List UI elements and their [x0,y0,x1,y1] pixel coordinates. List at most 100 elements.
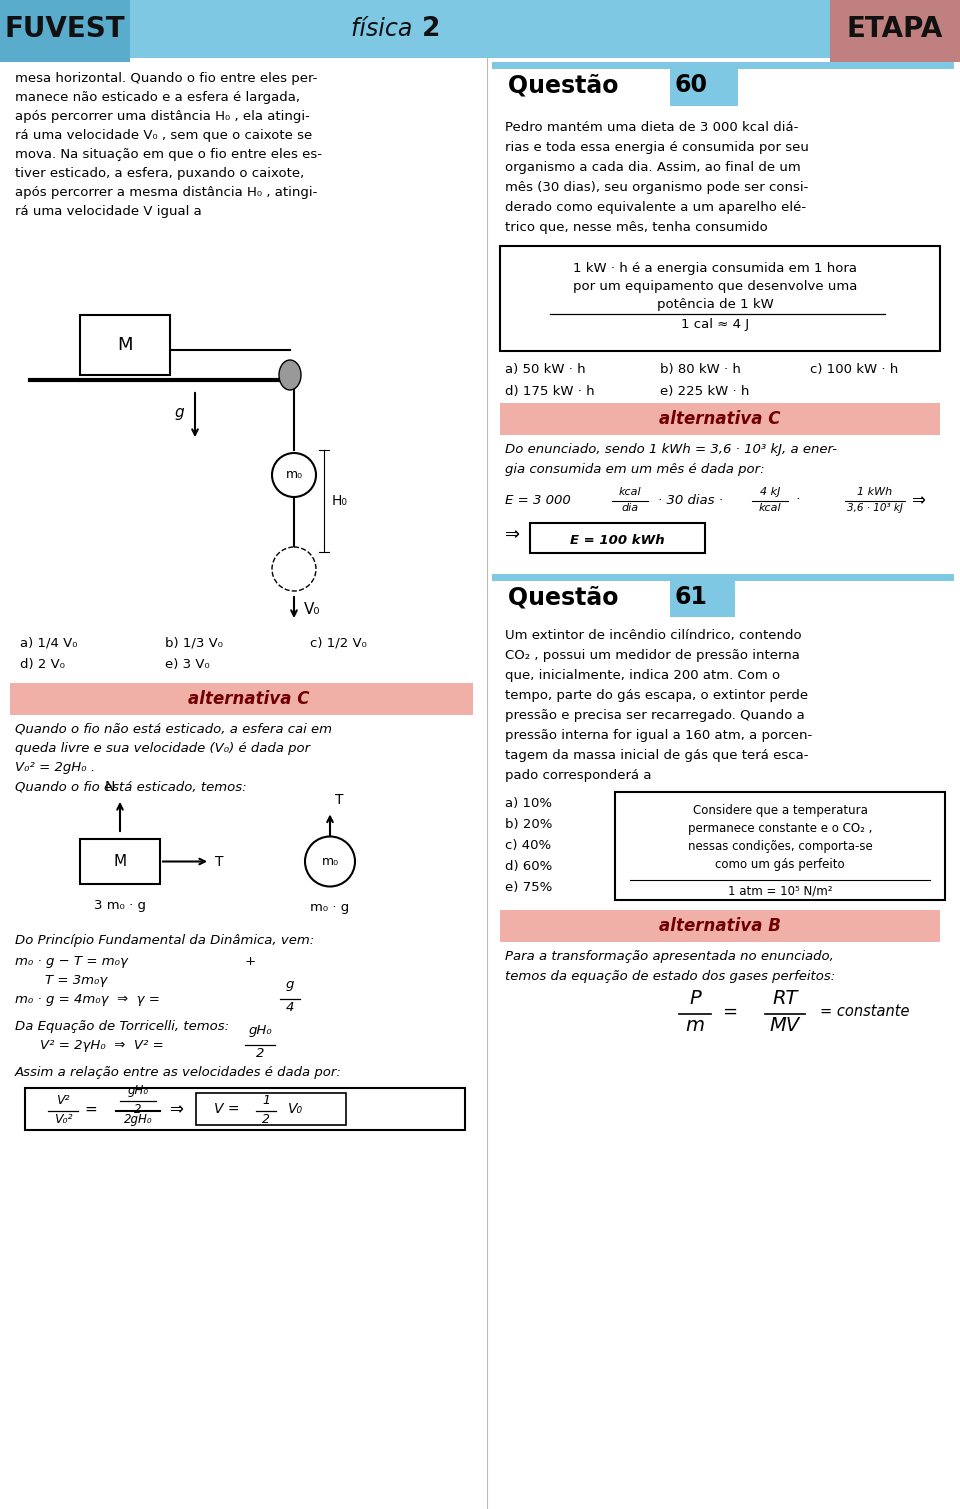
Text: 1 atm = 10⁵ N/m²: 1 atm = 10⁵ N/m² [728,884,832,896]
Text: H₀: H₀ [332,493,348,509]
Text: c) 100 kW · h: c) 100 kW · h [810,364,899,376]
Bar [670,68,738,106]
Text: a) 10%: a) 10% [505,797,552,810]
Text: d) 2 V₀: d) 2 V₀ [20,658,65,672]
Text: V =: V = [214,1102,239,1117]
Text: 2gH₀: 2gH₀ [124,1114,153,1126]
Text: e) 75%: e) 75% [505,881,552,893]
Text: Assim a relação entre as velocidades é dada por:: Assim a relação entre as velocidades é d… [15,1065,342,1079]
Text: RT: RT [772,988,798,1008]
Text: gH₀: gH₀ [128,1083,149,1097]
Text: permanece constante e o CO₂ ,: permanece constante e o CO₂ , [687,822,873,834]
Text: E = 3 000: E = 3 000 [505,493,571,507]
Text: 3 m₀ · g: 3 m₀ · g [94,899,146,911]
Text: após percorrer uma distância H₀ , ela atingi-: após percorrer uma distância H₀ , ela at… [15,110,310,124]
Text: 1 kWh: 1 kWh [857,487,893,496]
Text: gH₀: gH₀ [248,1025,272,1037]
Text: e) 3 V₀: e) 3 V₀ [165,658,209,672]
Text: a) 50 kW · h: a) 50 kW · h [505,364,586,376]
Text: T: T [335,792,344,806]
Text: c) 40%: c) 40% [505,839,551,853]
Text: rá uma velocidade V igual a: rá uma velocidade V igual a [15,205,202,217]
Bar [10,684,473,715]
Text: que, inicialmente, indica 200 atm. Com o: que, inicialmente, indica 200 atm. Com o [505,668,780,682]
Text: 2: 2 [262,1114,270,1126]
Text: d) 175 kW · h: d) 175 kW · h [505,385,594,398]
Text: ⇒: ⇒ [505,527,520,545]
Text: 61: 61 [674,585,707,610]
Text: M: M [117,337,132,355]
Text: ⇒: ⇒ [911,490,924,509]
Text: m₀ · g = 4m₀γ  ⇒  γ =: m₀ · g = 4m₀γ ⇒ γ = [15,993,160,1007]
Text: 4: 4 [286,1000,294,1014]
Text: mês (30 dias), seu organismo pode ser consi-: mês (30 dias), seu organismo pode ser co… [505,181,808,195]
Text: m₀: m₀ [322,856,339,868]
Text: MV: MV [770,1016,800,1035]
Ellipse shape [279,361,301,389]
Text: m₀ · g − T = m₀γ: m₀ · g − T = m₀γ [15,955,128,967]
Text: pressão interna for igual a 160 atm, a porcen-: pressão interna for igual a 160 atm, a p… [505,729,812,742]
Text: manece não esticado e a esfera é largada,: manece não esticado e a esfera é largada… [15,91,300,104]
Text: potência de 1 kW: potência de 1 kW [657,297,774,311]
Text: =: = [723,1003,737,1022]
Text: 2: 2 [422,17,441,42]
Text: pado corresponderá a: pado corresponderá a [505,770,652,782]
Text: kcal: kcal [618,487,641,496]
Bar [530,524,705,552]
Text: 2: 2 [134,1103,142,1117]
Text: g: g [174,404,183,420]
Text: 4 kJ: 4 kJ [759,487,780,496]
Text: mesa horizontal. Quando o fio entre eles per-: mesa horizontal. Quando o fio entre eles… [15,72,318,85]
Text: a) 1/4 V₀: a) 1/4 V₀ [20,635,78,649]
Text: b) 20%: b) 20% [505,818,552,831]
Text: mova. Na situação em que o fio entre eles es-: mova. Na situação em que o fio entre ele… [15,148,322,161]
Text: Quando o fio não está esticado, a esfera cai em: Quando o fio não está esticado, a esfera… [15,723,332,736]
Text: tiver esticado, a esfera, puxando o caixote,: tiver esticado, a esfera, puxando o caix… [15,167,304,180]
Bar [500,910,940,942]
Text: nessas condições, comporta-se: nessas condições, comporta-se [687,841,873,853]
Text: e) 225 kW · h: e) 225 kW · h [660,385,750,398]
Text: derado como equivalente a um aparelho elé-: derado como equivalente a um aparelho el… [505,201,806,214]
Text: Questão: Questão [508,72,627,97]
Text: Quando o fio está esticado, temos:: Quando o fio está esticado, temos: [15,780,247,794]
Text: rá uma velocidade V₀ , sem que o caixote se: rá uma velocidade V₀ , sem que o caixote… [15,128,312,142]
Bar [615,792,945,899]
Circle shape [272,546,316,592]
Bar [80,839,160,884]
Bar [25,1088,465,1130]
Text: m₀: m₀ [285,468,302,481]
Text: após percorrer a mesma distância H₀ , atingi-: após percorrer a mesma distância H₀ , at… [15,186,318,199]
Text: V² = 2γH₀  ⇒  V² =: V² = 2γH₀ ⇒ V² = [40,1040,164,1052]
Text: Pedro mantém uma dieta de 3 000 kcal diá-: Pedro mantém uma dieta de 3 000 kcal diá… [505,121,799,134]
Text: T = 3m₀γ: T = 3m₀γ [45,973,108,987]
Text: FUVEST: FUVEST [5,15,126,42]
Text: V₀: V₀ [288,1102,303,1117]
Text: c) 1/2 V₀: c) 1/2 V₀ [310,635,367,649]
Bar [196,1093,346,1126]
Text: 1 cal ≈ 4 J: 1 cal ≈ 4 J [681,318,749,330]
Text: m₀ · g: m₀ · g [310,901,349,914]
Bar [80,315,170,376]
Bar [500,246,940,352]
Text: tempo, parte do gás escapa, o extintor perde: tempo, parte do gás escapa, o extintor p… [505,690,808,702]
Text: b) 80 kW · h: b) 80 kW · h [660,364,741,376]
Bar [830,0,960,62]
Text: temos da equação de estado dos gases perfeitos:: temos da equação de estado dos gases per… [505,970,835,982]
Text: V₀²: V₀² [54,1114,72,1126]
Bar [0,0,130,62]
Text: física: física [351,17,420,41]
Text: Do Princípio Fundamental da Dinâmica, vem:: Do Princípio Fundamental da Dinâmica, ve… [15,934,314,948]
Text: M: M [113,854,127,869]
Text: ⇒: ⇒ [169,1100,183,1118]
Text: Do enunciado, sendo 1 kWh = 3,6 · 10³ kJ, a ener-: Do enunciado, sendo 1 kWh = 3,6 · 10³ kJ… [505,444,837,456]
Text: gia consumida em um mês é dada por:: gia consumida em um mês é dada por: [505,463,764,475]
Text: queda livre e sua velocidade (V₀) é dada por: queda livre e sua velocidade (V₀) é dada… [15,742,310,754]
Text: Questão: Questão [508,585,627,610]
Text: por um equipamento que desenvolve uma: por um equipamento que desenvolve uma [573,281,857,293]
Bar [500,403,940,435]
Text: Um extintor de incêndio cilíndrico, contendo: Um extintor de incêndio cilíndrico, cont… [505,629,802,641]
Text: ·: · [795,493,800,507]
Text: como um gás perfeito: como um gás perfeito [715,859,845,871]
Text: 1 kW · h é a energia consumida em 1 hora: 1 kW · h é a energia consumida em 1 hora [573,263,857,275]
Circle shape [305,836,355,886]
